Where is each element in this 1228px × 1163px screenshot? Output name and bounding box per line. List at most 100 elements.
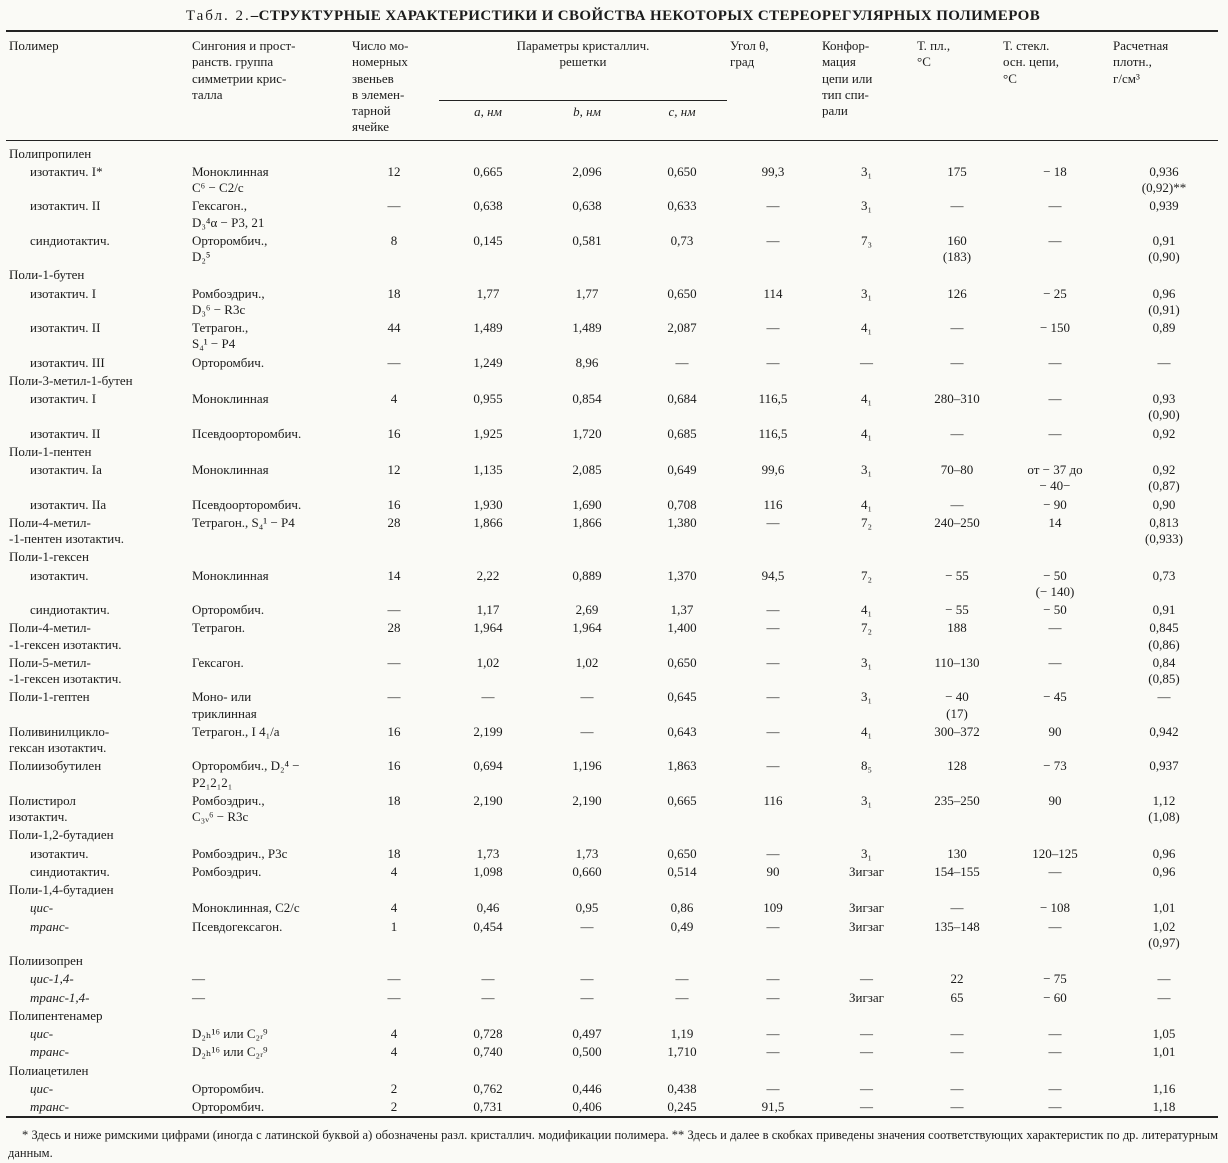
table-row: Поливинилцикло- гексан изотактич. Тетраго… xyxy=(6,723,1218,758)
cell-c: 0,645 xyxy=(667,689,697,705)
cell-b: 2,69 xyxy=(575,602,599,617)
cell-c: 0,665 xyxy=(667,792,697,808)
cell-c: 2,087 xyxy=(667,320,697,335)
cell-tmelt: — xyxy=(950,1044,964,1060)
cell-tmelt: 235–250 xyxy=(934,792,980,808)
cell-units: 16 xyxy=(387,723,401,739)
cell-syngony: Псевдоорторомбич. xyxy=(192,496,302,512)
cell-units: — xyxy=(387,654,401,670)
cell-density: 1,05 xyxy=(1152,1026,1176,1041)
cell-angle: — xyxy=(766,1080,780,1096)
cell-c: 0,650 xyxy=(667,163,697,179)
cell-b: — xyxy=(580,689,594,705)
cell-c: — xyxy=(675,971,689,987)
cell-tmelt: 130 xyxy=(947,845,967,861)
cell-b: 2,190 xyxy=(572,792,602,808)
cell-angle: — xyxy=(766,1044,780,1060)
cell-angle: 94,5 xyxy=(761,567,785,583)
cell-tglass: — xyxy=(1048,918,1062,934)
cell-a: 0,145 xyxy=(473,232,503,248)
cell-c: 1,380 xyxy=(667,514,697,530)
polymer-name: Поли-1-гептен xyxy=(9,689,90,705)
polymer-name: синдиотактич. xyxy=(30,863,110,879)
table-title: Табл. 2.–СТРУКТУРНЫЕ ХАРАКТЕРИСТИКИ И СВ… xyxy=(6,4,1220,30)
cell-conformation: 3₁ xyxy=(860,654,873,670)
cell-a: 1,866 xyxy=(473,514,503,530)
cell-tmelt: − 55 xyxy=(945,602,969,617)
cell-angle: — xyxy=(766,845,780,861)
table-row: Поли-4-метил- -1-гексен изотактич. Тетраг… xyxy=(6,619,1218,654)
cell-angle: 116 xyxy=(763,496,783,512)
cell-conformation: 3₁ xyxy=(860,462,873,477)
cell-tmelt: 135–148 xyxy=(934,918,980,934)
cell-density: 0,93 (0,90) xyxy=(1148,391,1180,423)
cell-a: 2,22 xyxy=(476,567,500,583)
header-row-1: Полимер Сингония и прост- ранств. группа… xyxy=(6,31,1218,134)
cell-b: 1,720 xyxy=(572,425,602,441)
col-header-syngony: Сингония и прост- ранств. группа симметр… xyxy=(192,38,296,102)
cell-syngony: Тетрагон., S₄¹ − P4 xyxy=(192,320,249,352)
cell-b: 0,446 xyxy=(572,1080,602,1096)
cell-a: 0,762 xyxy=(473,1080,503,1096)
table-row: изотактич. III Орторомбич. — 1,249 8,96 — — — — —… xyxy=(6,354,1218,372)
cell-tmelt: — xyxy=(950,1099,964,1114)
section-row: Поли-1,2-бутадиен xyxy=(6,826,1218,844)
polymer-name: цис- xyxy=(30,1026,54,1041)
polymer-name: Полиацетилен xyxy=(9,1062,89,1078)
cell-tglass: 14 xyxy=(1048,514,1062,530)
cell-tmelt: 300–372 xyxy=(934,723,980,739)
polymer-name: изотактич. II xyxy=(30,425,101,441)
cell-density: 0,91 (0,90) xyxy=(1148,232,1180,264)
cell-c: 0,73 xyxy=(670,232,694,248)
polymer-name: транс- xyxy=(30,1099,69,1114)
table-row: транс- Псевдогексагон. 1 0,454 — 0,49 — Зигзаг 1… xyxy=(6,918,1218,953)
cell-tmelt: 110–130 xyxy=(934,654,980,670)
cell-conformation: 4₁ xyxy=(860,602,873,617)
cell-tglass: − 150 xyxy=(1039,320,1071,335)
cell-conformation: 7₂ xyxy=(860,567,873,583)
cell-b: 2,085 xyxy=(572,462,602,477)
cell-syngony: — xyxy=(192,989,205,1005)
col-header-tglass: Т. стекл. осн. цепи, °С xyxy=(1003,38,1059,86)
cell-syngony: Моно- или триклинная xyxy=(192,689,257,721)
cell-syngony: Орторомбич. xyxy=(192,602,265,617)
polymer-name: изотактич. I* xyxy=(30,163,103,179)
cell-density: 0,937 xyxy=(1149,758,1179,774)
cell-units: 28 xyxy=(387,514,401,530)
table-row: Поли-5-метил- -1-гексен изотактич. Гексаг… xyxy=(6,654,1218,689)
table-row: синдиотактич. Ромбоэдрич. 4 1,098 0,660 0,514… xyxy=(6,863,1218,881)
cell-angle: 91,5 xyxy=(761,1099,785,1114)
cell-conformation: Зигзаг xyxy=(848,900,885,916)
cell-tmelt: — xyxy=(950,320,964,335)
col-header-conformation: Конфор- мация цепи или тип спи- рали xyxy=(822,38,873,118)
cell-tglass: 90 xyxy=(1048,792,1062,808)
cell-angle: — xyxy=(766,232,780,248)
cell-a: — xyxy=(481,971,495,987)
section-row: Поли-3-метил-1-бутен xyxy=(6,372,1218,390)
cell-c: 0,708 xyxy=(667,496,697,512)
polymer-name: Полистирол изотактич. xyxy=(9,792,76,824)
cell-tmelt: 128 xyxy=(947,758,967,774)
polymer-name: транс- xyxy=(30,918,69,934)
cell-b: 8,96 xyxy=(575,354,599,370)
table-row: транс- Орторомбич. 2 0,731 0,406 0,245 91,5 — — —… xyxy=(6,1098,1218,1117)
cell-units: 12 xyxy=(387,163,401,179)
cell-b: 1,77 xyxy=(575,285,599,301)
cell-units: 14 xyxy=(387,567,401,583)
cell-a: 1,73 xyxy=(476,845,500,861)
cell-density: 1,16 xyxy=(1152,1080,1176,1096)
cell-angle: — xyxy=(766,689,780,705)
cell-density: — xyxy=(1157,971,1171,987)
cell-tglass: — xyxy=(1048,1044,1062,1060)
cell-tglass: − 73 xyxy=(1043,758,1067,774)
cell-tglass: − 50 (− 140) xyxy=(1035,567,1075,599)
cell-b: 0,500 xyxy=(572,1044,602,1060)
cell-c: 0,685 xyxy=(667,425,697,441)
cell-a: 1,930 xyxy=(473,496,503,512)
cell-conformation: — xyxy=(860,1044,873,1060)
cell-tglass: от − 37 до − 40− xyxy=(1027,462,1083,494)
col-header-polymer: Полимер xyxy=(9,38,59,53)
polymer-name: Полипентенамер xyxy=(9,1007,103,1023)
cell-angle: — xyxy=(766,320,780,335)
cell-conformation: — xyxy=(860,354,873,370)
